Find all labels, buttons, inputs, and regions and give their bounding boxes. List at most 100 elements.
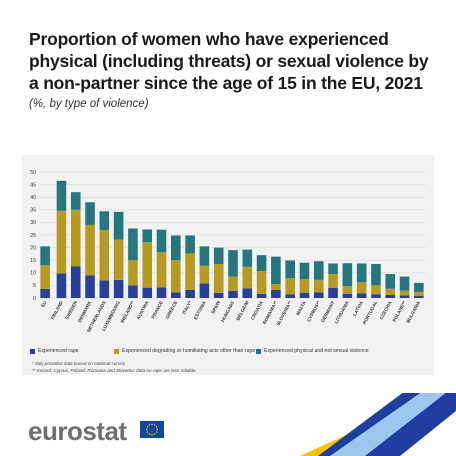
- footer-area: [0, 393, 456, 456]
- chart-panel: 0 5 10 15 20 25 30 35 40 45 50 EU FINLAND SWEDEN DENMA…: [22, 155, 434, 375]
- bar-segment-rape: [156, 287, 167, 298]
- bar-segment-physical: [328, 263, 338, 275]
- bar-segment-degrading: [371, 285, 381, 295]
- bar-segment-physical: [185, 235, 195, 254]
- bar-segment-degrading: [342, 286, 353, 294]
- bar-segment-physical: [356, 263, 367, 283]
- x-tick-label: DENMARK: [77, 300, 93, 324]
- bar-segment-rape: [40, 288, 50, 298]
- bar-segment-degrading: [85, 224, 95, 276]
- bar-segment-degrading: [213, 263, 224, 293]
- bar-segment-rape: [228, 290, 238, 298]
- bar-segment-rape: [56, 273, 67, 298]
- y-tick-label: 50: [30, 170, 36, 176]
- y-tick-label: 0: [33, 296, 36, 302]
- bar-segment-physical: [242, 249, 253, 267]
- bar-segment-physical: [313, 261, 324, 280]
- bar-segment-degrading: [356, 282, 367, 294]
- y-tick-label: 45: [30, 182, 36, 188]
- bar-segment-physical: [213, 247, 224, 264]
- bar-segment-physical: [85, 202, 95, 225]
- bar-segment-degrading: [299, 279, 310, 293]
- x-tick-label: GERMANY: [320, 300, 335, 323]
- bar-segment-physical: [56, 180, 67, 211]
- stacked-bar-chart: 0 5 10 15 20 25 30 35 40 45 50 EU FINLAND SWEDENDENMA…: [30, 170, 426, 333]
- bar-segment-degrading: [199, 265, 210, 284]
- x-tick-label: BULGARIA: [405, 300, 421, 324]
- y-tick-label: 5: [33, 283, 36, 289]
- bar-segment-rape: [70, 266, 81, 298]
- x-tick-label: CYPRUS**: [306, 300, 321, 323]
- x-tick-label: HUNGARY: [220, 300, 235, 323]
- chart-title-block: Proportion of women who have experienced…: [29, 28, 439, 112]
- bar-segment-rape: [256, 293, 267, 298]
- x-tick-label: LITHUANIA: [334, 300, 350, 325]
- bar-segment-rape: [328, 287, 338, 298]
- y-tick-label: 35: [30, 208, 36, 214]
- bar-segment-degrading: [313, 279, 324, 293]
- x-tick-label: ESTONIA: [193, 300, 207, 321]
- bar-segment-degrading: [242, 266, 253, 289]
- bar-segment-rape: [242, 288, 253, 298]
- bar-segment-rape: [356, 293, 367, 298]
- bar-segment-physical: [70, 192, 81, 210]
- bar-segment-rape: [99, 280, 110, 298]
- bar-segment-physical: [228, 250, 238, 277]
- bar-segment-rape: [85, 275, 95, 298]
- decorative-stripes: [300, 393, 456, 456]
- bar-segment-physical: [285, 260, 295, 279]
- bar-segment-rape: [414, 295, 424, 298]
- bar-segment-physical: [128, 228, 138, 261]
- bar-segment-degrading: [414, 291, 424, 296]
- y-tick-label: 20: [30, 245, 36, 251]
- x-tick-label: CZECHIA: [379, 300, 393, 321]
- eu-flag-icon: [140, 421, 164, 438]
- y-tick-label: 15: [30, 258, 36, 264]
- x-tick-label: FINLAND: [50, 300, 64, 321]
- bar-segment-degrading: [113, 239, 124, 280]
- bar-segment-degrading: [40, 265, 50, 289]
- legend-label-rape: Experienced rape: [38, 348, 79, 354]
- legend-label-physical: Experienced physical and not sexual viol…: [264, 348, 369, 354]
- y-tick-label: 30: [30, 220, 36, 226]
- bar-segment-degrading: [228, 276, 238, 291]
- bar-segment-physical: [299, 262, 310, 280]
- x-tick-label: CROATIA: [250, 300, 264, 321]
- bar-segment-rape: [313, 292, 324, 298]
- bar-segment-degrading: [142, 242, 153, 288]
- legend-swatch-physical: [256, 348, 261, 354]
- x-tick-label: AUSTRIA: [136, 300, 150, 321]
- x-tick-label: LATVIA: [352, 300, 364, 317]
- bar-segment-degrading: [271, 284, 281, 290]
- legend-label-degrading: Experienced degrading or humiliating act…: [122, 348, 256, 354]
- chart-subtitle: (%, by type of violence): [29, 98, 149, 110]
- bar-segment-rape: [271, 289, 281, 298]
- y-tick-label: 40: [30, 195, 36, 201]
- bar-segment-physical: [40, 246, 50, 266]
- bar-segment-rape: [128, 285, 138, 298]
- footnote-reliability: ** Ireland, Cyprus, Poland, Romania and …: [32, 368, 197, 373]
- bar-segment-degrading: [70, 209, 81, 267]
- legend: Experienced rape Experienced degrading o…: [30, 348, 430, 358]
- bar-segment-rape: [185, 289, 195, 298]
- bar-segment-rape: [385, 294, 396, 298]
- x-tick-label: FRANCE: [151, 300, 164, 319]
- bar-segment-degrading: [156, 252, 167, 288]
- bar-segment-rape: [371, 294, 381, 298]
- bar-segment-degrading: [399, 290, 410, 296]
- x-tick-label: SLOVENIA**: [275, 300, 292, 326]
- bar-segment-rape: [171, 292, 181, 298]
- bar-segment-rape: [213, 292, 224, 298]
- x-tick-label: SWEDEN: [64, 300, 78, 321]
- x-tick-label: POLAND**: [392, 300, 407, 323]
- bar-segment-physical: [156, 229, 167, 253]
- x-tick-label: EU: [40, 300, 48, 309]
- bar-segment-rape: [342, 293, 353, 298]
- bar-segment-physical: [171, 235, 181, 261]
- bar-segment-physical: [414, 282, 424, 292]
- legend-item-rape: Experienced rape: [30, 348, 79, 354]
- bar-segment-physical: [113, 211, 124, 240]
- x-tick-label: BELGIUM: [235, 300, 249, 321]
- x-tick-label: ITALY*: [181, 300, 192, 315]
- bar-segment-rape: [113, 279, 124, 298]
